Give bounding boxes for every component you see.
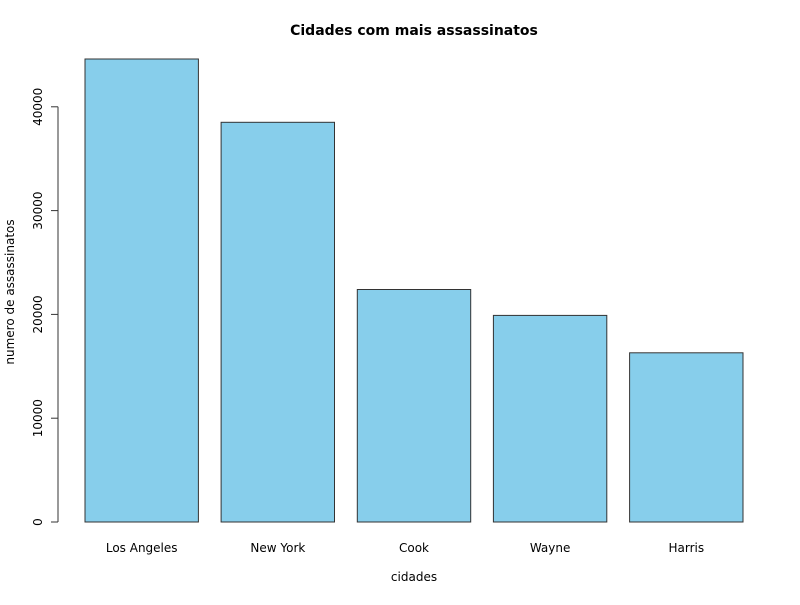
bar-wayne [492,314,608,523]
x-axis-tick-labels: Los Angeles New York Cook Wayne Harris [106,541,704,555]
x-tick-label: Los Angeles [106,541,178,555]
y-tick-label: 10000 [31,399,45,437]
bar-new-york [220,121,336,523]
x-tick-label: Wayne [530,541,571,555]
y-tick-label: 40000 [31,88,45,126]
y-tick-label: 30000 [31,192,45,230]
x-tick-label: New York [250,541,305,555]
y-tick-label: 20000 [31,295,45,333]
x-axis-label: cidades [391,570,437,584]
bar-los-angeles [84,58,199,523]
x-tick-label: Harris [668,541,704,555]
bars [84,58,744,523]
y-axis-ticks: 0 10000 20000 30000 40000 [31,88,58,526]
bar-harris [629,352,744,523]
chart-title: Cidades com mais assassinatos [290,23,538,39]
y-tick-label: 0 [31,518,45,526]
y-axis-label: numero de assassinatos [3,219,17,364]
bar-cook [356,289,472,523]
x-tick-label: Cook [399,541,429,555]
